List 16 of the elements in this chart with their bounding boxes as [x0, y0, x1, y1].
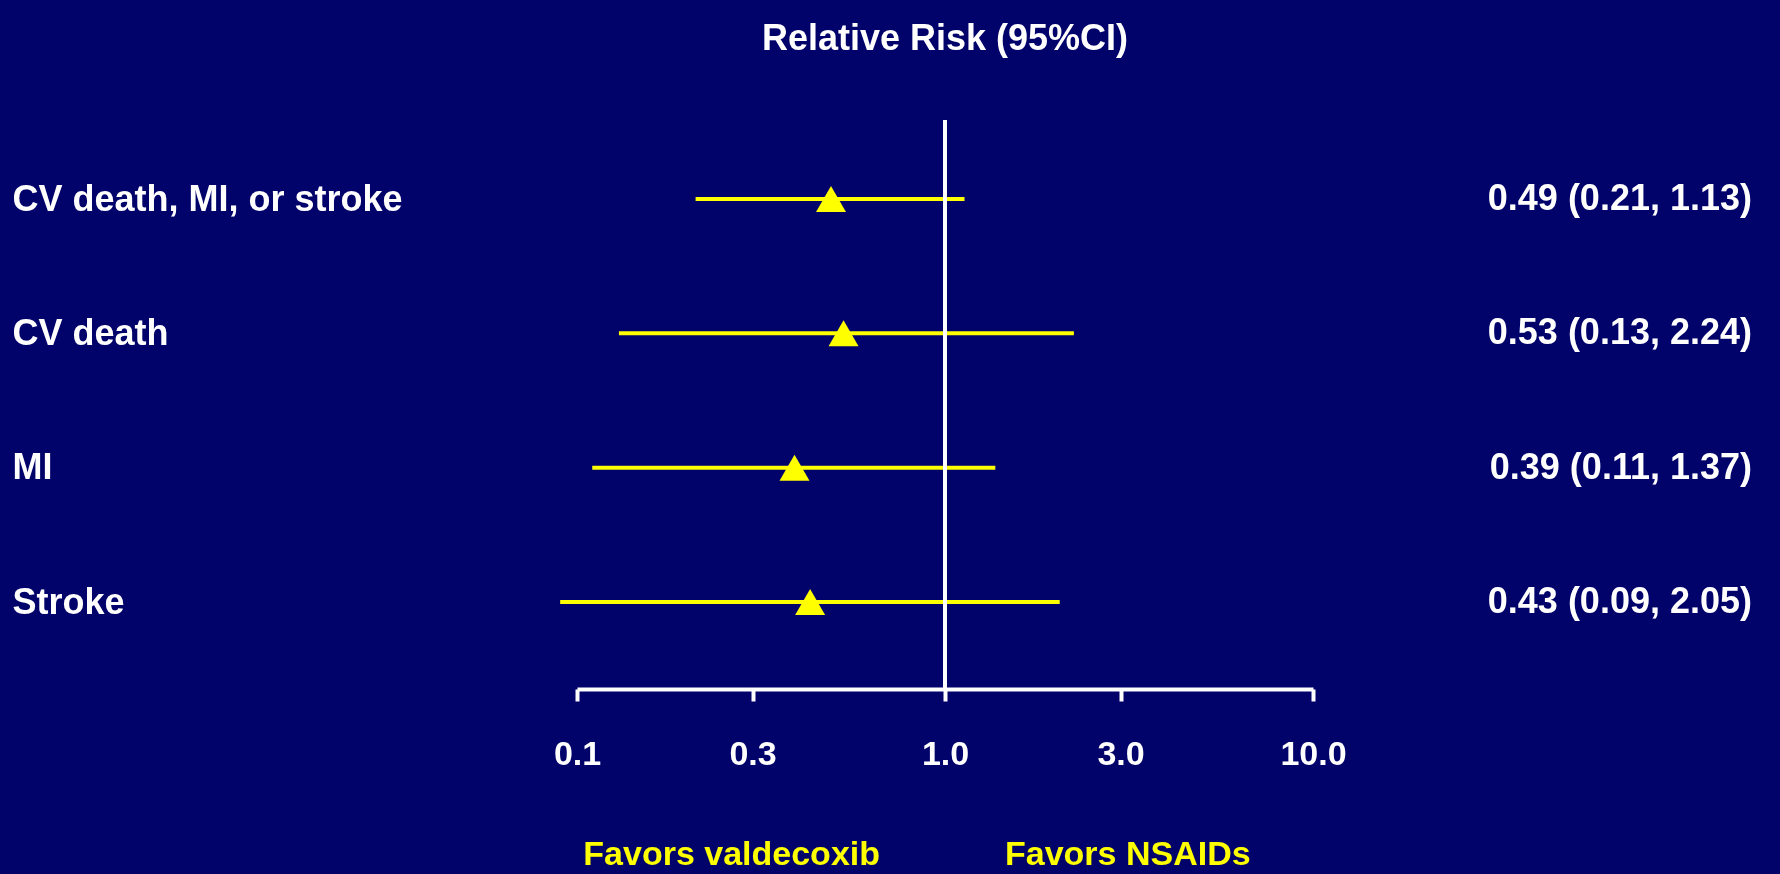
x-tick-label: 10.0: [1280, 733, 1347, 772]
x-tick-label: 0.3: [729, 733, 777, 772]
chart-title: Relative Risk (95%CI): [761, 17, 1129, 58]
data-label: 0.53 (0.13, 2.24): [1487, 311, 1752, 353]
x-tick-label: 1.0: [921, 733, 970, 772]
x-tick-label: 0.1: [553, 733, 602, 772]
data-label: 0.39 (0.11, 1.37): [1489, 445, 1752, 487]
data-label: 0.49 (0.21, 1.13): [1487, 177, 1752, 218]
x-tick-label: 3.0: [1097, 733, 1145, 772]
text: Favors valdecoxib: [583, 834, 880, 872]
y-tick-label: CV death: [12, 311, 169, 353]
data-label: 0.43 (0.09, 2.05): [1487, 580, 1752, 621]
y-tick-label: CV death, MI, or stroke: [12, 177, 403, 219]
text: Favors NSAIDs: [1005, 834, 1251, 872]
y-tick-label: Stroke: [12, 580, 125, 622]
y-tick-label: MI: [12, 446, 53, 488]
